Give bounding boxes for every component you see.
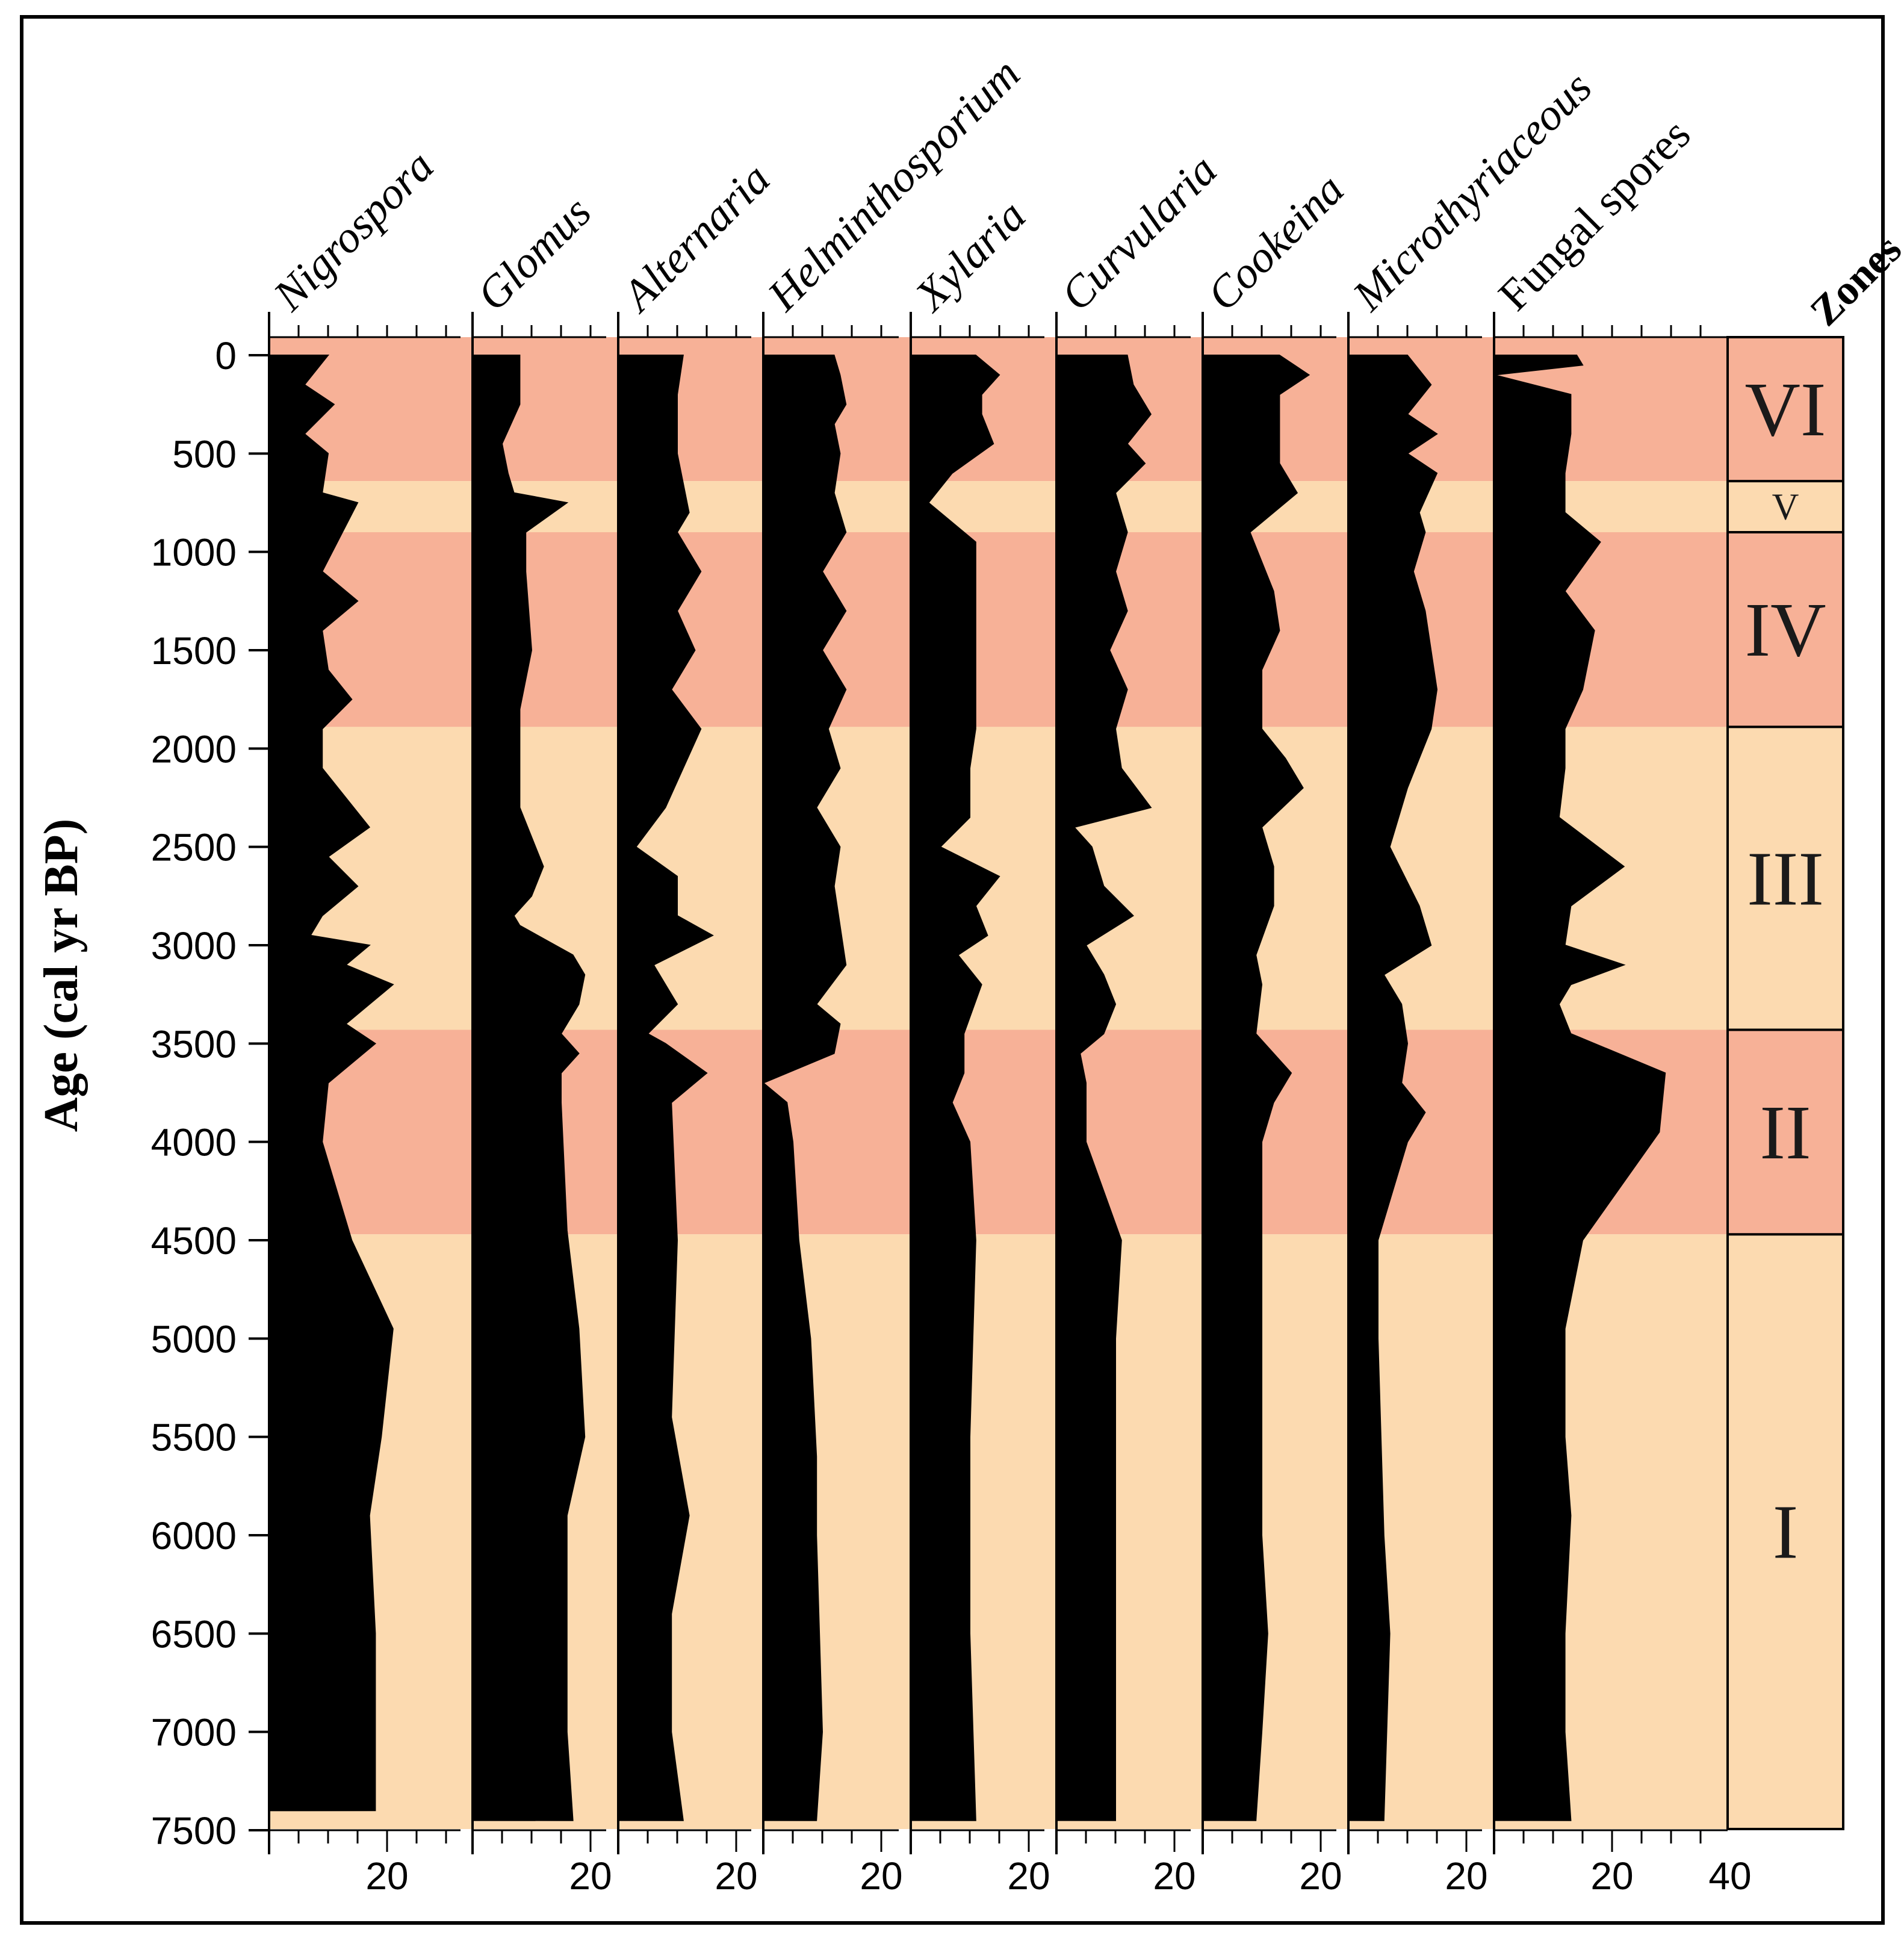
zone-cell-IV [1728, 532, 1843, 727]
x-tick-label: 20 [1445, 1854, 1487, 1898]
zone-label-II: II [1760, 1090, 1811, 1175]
curve-curvularia [1056, 355, 1152, 1821]
zone-cell-VI [1728, 337, 1843, 482]
zone-label-I: I [1773, 1489, 1799, 1575]
zone-cell-II [1728, 1030, 1843, 1235]
curve-alternaria [618, 355, 714, 1821]
curve-nigrospora [268, 355, 394, 1812]
curve-glomus [472, 355, 586, 1821]
curve-xylaria [910, 355, 1000, 1821]
y-tick-label: 2000 [151, 727, 237, 771]
zones-frame [1726, 336, 1844, 1830]
curve-microthyriaceous [1348, 355, 1438, 1821]
x-tick-label: 20 [569, 1854, 612, 1898]
y-tick-label: 4000 [151, 1121, 237, 1164]
y-tick-label: 5000 [151, 1317, 237, 1361]
zone-label-III: III [1747, 836, 1824, 921]
y-tick-label: 5500 [151, 1416, 237, 1459]
y-tick-label: 7500 [151, 1809, 237, 1853]
zone-label-V: V [1772, 487, 1799, 528]
zone-cell-III [1728, 727, 1843, 1030]
y-tick-label: 3500 [151, 1022, 237, 1066]
axes: 0 500 1000 1500 2000 2500 3000 3500 4000 4500 5000… [35, 312, 1752, 1898]
curve-helminthosporium [762, 355, 847, 1821]
x-tick-label: 20 [860, 1854, 902, 1898]
y-tick-label: 6500 [151, 1612, 237, 1656]
y-tick-label: 1500 [151, 629, 237, 672]
x-tick-label: 20 [1299, 1854, 1342, 1898]
zone-cell-I [1728, 1234, 1843, 1829]
y-tick-label: 6000 [151, 1514, 237, 1558]
zone-cell-V [1728, 481, 1843, 532]
y-tick-label: 3000 [151, 924, 237, 967]
curve-fungal-spores [1493, 355, 1666, 1821]
x-tick-label: 20 [1153, 1854, 1195, 1898]
x-tick-label: 40 [1708, 1854, 1751, 1898]
x-tick-label: 20 [1590, 1854, 1633, 1898]
x-tick-label: 20 [715, 1854, 757, 1898]
x-tick-label: 20 [365, 1854, 408, 1898]
figure-frame [20, 15, 1885, 1925]
y-tick-label: 4500 [151, 1219, 237, 1262]
y-tick-label: 7000 [151, 1711, 237, 1754]
zone-label-IV: IV [1744, 587, 1826, 672]
x-tick-label: 20 [1007, 1854, 1050, 1898]
zone-label-VI: VI [1744, 367, 1826, 452]
y-tick-label: 2500 [151, 826, 237, 869]
curve-cookeina [1202, 355, 1310, 1821]
y-tick-label: 1000 [151, 531, 237, 574]
taxon-curves [268, 355, 1666, 1821]
y-axis-title: Age (cal yr BP) [35, 819, 88, 1132]
y-tick-label: 500 [172, 432, 237, 476]
y-tick-label: 0 [215, 334, 237, 377]
